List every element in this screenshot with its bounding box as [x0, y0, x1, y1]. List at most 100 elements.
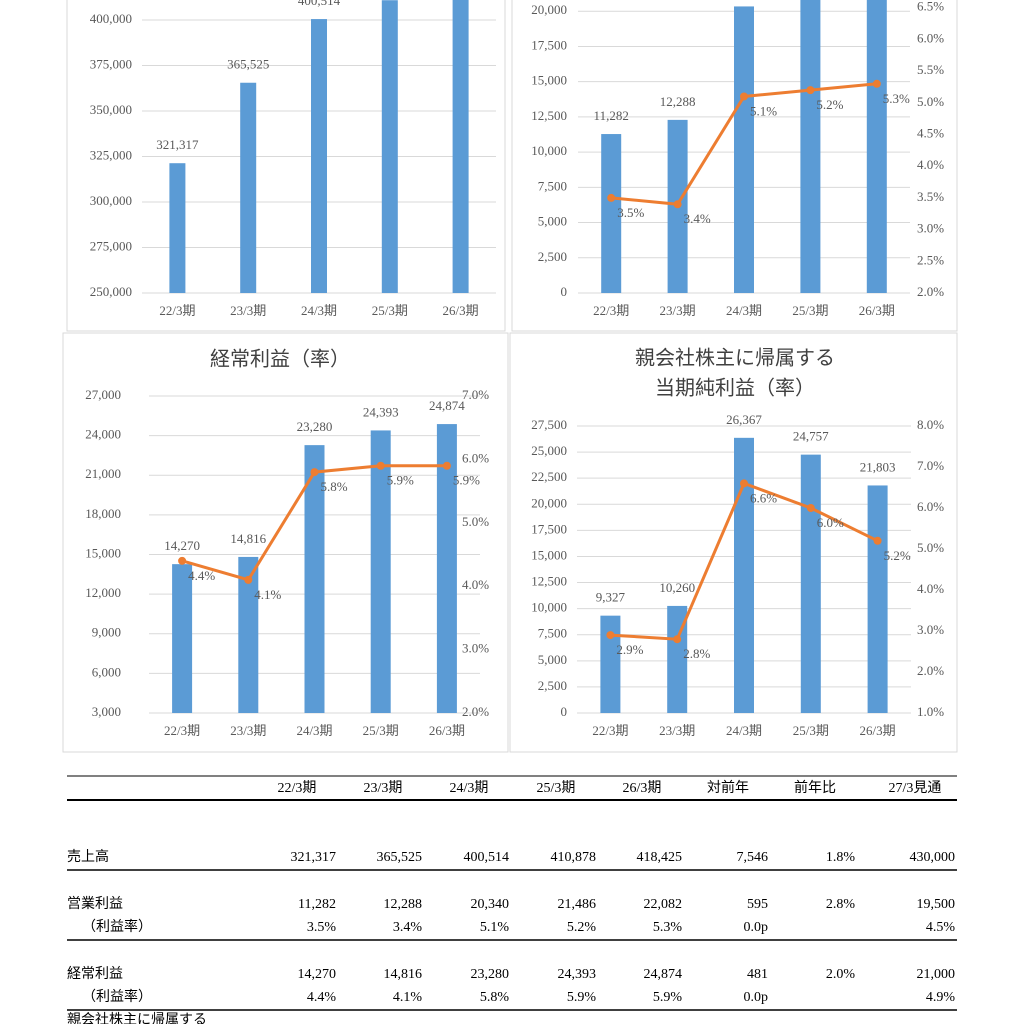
table-cell: 4.1% — [393, 990, 423, 1005]
bar — [600, 615, 621, 713]
y2-tick-label: 3.5% — [917, 189, 944, 204]
table-cell: 481 — [747, 967, 768, 982]
y2-tick-label: 7.0% — [462, 387, 489, 402]
table-cell: 5.9% — [653, 990, 683, 1005]
table-header: 対前年 — [707, 779, 749, 796]
rate-label: 3.5% — [617, 205, 644, 220]
chart-frame — [66, 0, 506, 332]
y2-tick-label: 6.5% — [917, 0, 944, 14]
x-tick-label: 24/3期 — [296, 723, 332, 738]
chart-frame — [509, 332, 958, 753]
y2-tick-label: 2.5% — [917, 252, 944, 267]
x-tick-label: 23/3期 — [230, 303, 266, 318]
y-tick-label: 17,500 — [531, 37, 567, 52]
bar-label: 10,260 — [659, 580, 695, 595]
x-tick-label: 26/3期 — [860, 723, 896, 738]
rate-point — [178, 556, 187, 565]
rate-point — [740, 479, 748, 488]
table-header: 26/3期 — [623, 780, 662, 796]
x-tick-label: 26/3期 — [443, 303, 479, 318]
bar-label: 9,327 — [596, 590, 626, 605]
row-label: （利益率） — [82, 918, 152, 935]
y-tick-label: 20,000 — [531, 2, 567, 17]
y-tick-label: 325,000 — [90, 147, 132, 162]
y2-tick-label: 2.0% — [917, 663, 944, 678]
x-tick-label: 26/3期 — [429, 723, 465, 738]
table-cell: 3.4% — [393, 920, 423, 935]
table-header: 27/3見通 — [889, 780, 942, 796]
rate-point — [376, 461, 385, 470]
rate-point — [872, 79, 881, 88]
bar — [667, 605, 688, 713]
rate-label: 5.9% — [387, 473, 414, 488]
y-tick-label: 20,000 — [531, 495, 567, 510]
x-tick-label: 24/3期 — [726, 303, 762, 318]
table-cell: 24,393 — [558, 967, 597, 982]
bar-label: 21,803 — [860, 459, 896, 474]
rate-label: 6.0% — [817, 515, 844, 530]
rate-label: 5.1% — [750, 103, 777, 118]
x-tick-label: 23/3期 — [660, 303, 696, 318]
table-cell: 5.1% — [480, 920, 510, 935]
y-tick-label: 5,000 — [538, 652, 567, 667]
bar-label: 23,280 — [297, 419, 333, 434]
bar — [867, 485, 888, 713]
y2-tick-label: 3.0% — [917, 622, 944, 637]
x-tick-label: 22/3期 — [164, 723, 200, 738]
rate-label: 2.9% — [616, 642, 643, 657]
bar-label: 24,874 — [429, 398, 465, 413]
rate-point — [310, 468, 319, 477]
y-tick-label: 3,000 — [92, 704, 121, 719]
row-label: 営業利益 — [67, 896, 123, 912]
bar — [381, 0, 398, 294]
y-tick-label: 6,000 — [92, 664, 121, 679]
table-header: 22/3期 — [278, 780, 317, 796]
bar-label: 12,288 — [660, 94, 696, 109]
y-tick-label: 12,000 — [85, 585, 121, 600]
y-tick-label: 10,000 — [531, 600, 567, 615]
table-cell: 400,514 — [464, 850, 510, 865]
y2-tick-label: 6.0% — [917, 499, 944, 514]
y2-tick-label: 3.0% — [462, 641, 489, 656]
y-tick-label: 375,000 — [90, 56, 132, 71]
y-tick-label: 24,000 — [85, 427, 121, 442]
rate-label: 5.9% — [453, 473, 480, 488]
table-cell: 595 — [747, 897, 768, 912]
table-cell: 5.8% — [480, 990, 510, 1005]
y2-tick-label: 7.0% — [917, 458, 944, 473]
y-tick-label: 7,500 — [538, 626, 567, 641]
y2-tick-label: 8.0% — [917, 417, 944, 432]
bar-label: 24,757 — [793, 429, 829, 444]
table-cell: 2.0% — [826, 967, 856, 982]
y2-tick-label: 1.0% — [917, 704, 944, 719]
table-cell: 23,280 — [471, 967, 510, 982]
bar — [734, 6, 754, 293]
table-cell: 418,425 — [637, 850, 683, 865]
x-tick-label: 25/3期 — [792, 303, 828, 318]
row-label: 親会社株主に帰属する — [67, 1011, 207, 1024]
chart-title: 親会社株主に帰属する — [635, 347, 835, 370]
table-cell: 14,270 — [298, 967, 337, 982]
y-tick-label: 5,000 — [538, 214, 567, 229]
x-tick-label: 24/3期 — [726, 723, 762, 738]
table-cell: 430,000 — [910, 850, 956, 865]
table-cell: 365,525 — [377, 850, 423, 865]
x-tick-label: 25/3期 — [363, 723, 399, 738]
bar — [240, 82, 257, 293]
y2-tick-label: 2.0% — [917, 284, 944, 299]
chart-title: 経常利益（率） — [210, 348, 350, 371]
y2-tick-label: 3.0% — [917, 221, 944, 236]
chart-frame — [511, 0, 958, 332]
table-cell: 5.3% — [653, 920, 683, 935]
y-tick-label: 275,000 — [90, 238, 132, 253]
bar-label: 14,270 — [164, 538, 200, 553]
table-header: 前年比 — [794, 779, 836, 796]
y2-tick-label: 4.0% — [917, 157, 944, 172]
rate-label: 5.8% — [321, 479, 348, 494]
rate-label: 5.3% — [883, 91, 910, 106]
table-header: 25/3期 — [537, 780, 576, 796]
x-tick-label: 22/3期 — [159, 303, 195, 318]
rate-point — [442, 461, 451, 470]
rate-point — [244, 575, 253, 584]
